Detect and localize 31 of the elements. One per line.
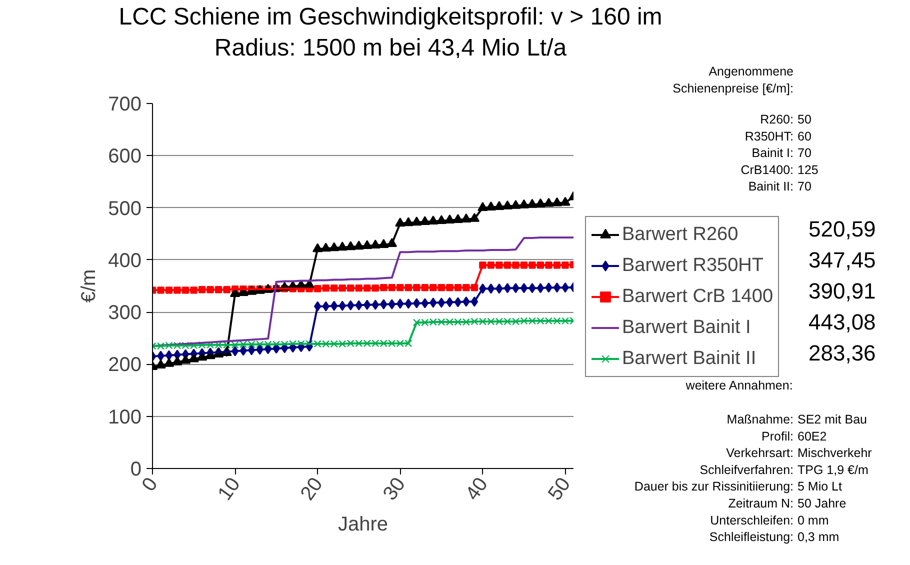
legend-label: Barwert Bainit II xyxy=(622,346,756,370)
y-axis-title: €/m xyxy=(78,269,100,303)
y-tick-label: 0 xyxy=(130,458,142,480)
legend-label: Barwert R260 xyxy=(622,222,738,246)
x-tick-label: 40 xyxy=(462,474,492,505)
text: 347,45 xyxy=(808,248,876,272)
y-tick-label: 600 xyxy=(108,146,142,168)
text: weitere Annahmen: xyxy=(684,378,793,392)
x-tick-label: 20 xyxy=(296,474,328,505)
legend-label: Barwert R350HT xyxy=(622,254,764,278)
y-tick-label: 200 xyxy=(108,354,142,376)
x-tick-label: 30 xyxy=(379,474,410,505)
text: Maßnahme: Profil: Verkehrsart: Schleifverfahren: Dauer bis zur Rissinitiierung: Zeitraum N: Unterschleifen: Schleifleistung: xyxy=(634,412,794,544)
text: 520,59 xyxy=(808,216,876,242)
y-tick-label: 500 xyxy=(108,198,142,220)
x-axis-title: Jahre xyxy=(338,514,388,536)
text: 390,91 xyxy=(808,278,876,304)
text: SE2 mit Bau 60E2 Mischverkehr TPG 1,9 €/m 5 Mio Lt 50 Jahre 0 mm 0,3 mm xyxy=(798,412,872,544)
text: 283,36 xyxy=(808,340,876,366)
legend-label: Barwert Bainit I xyxy=(622,316,751,340)
x-tick-label: 10 xyxy=(214,474,245,505)
text: R260: R350HT: Bainit I: CrB1400: Bainit II: xyxy=(740,112,794,194)
y-tick-label: 100 xyxy=(108,406,142,428)
text: Angenommene Schienenpreise [€/m]: xyxy=(672,64,794,96)
legend-label: Barwert CrB 1400 xyxy=(622,284,774,308)
text: 443,08 xyxy=(808,310,876,334)
y-tick-label: 700 xyxy=(108,94,142,116)
text: 50 60 70 125 70 xyxy=(798,112,818,194)
x-tick-label: 50 xyxy=(544,474,575,505)
y-tick-label: 300 xyxy=(108,302,142,324)
y-tick-label: 400 xyxy=(108,250,142,272)
